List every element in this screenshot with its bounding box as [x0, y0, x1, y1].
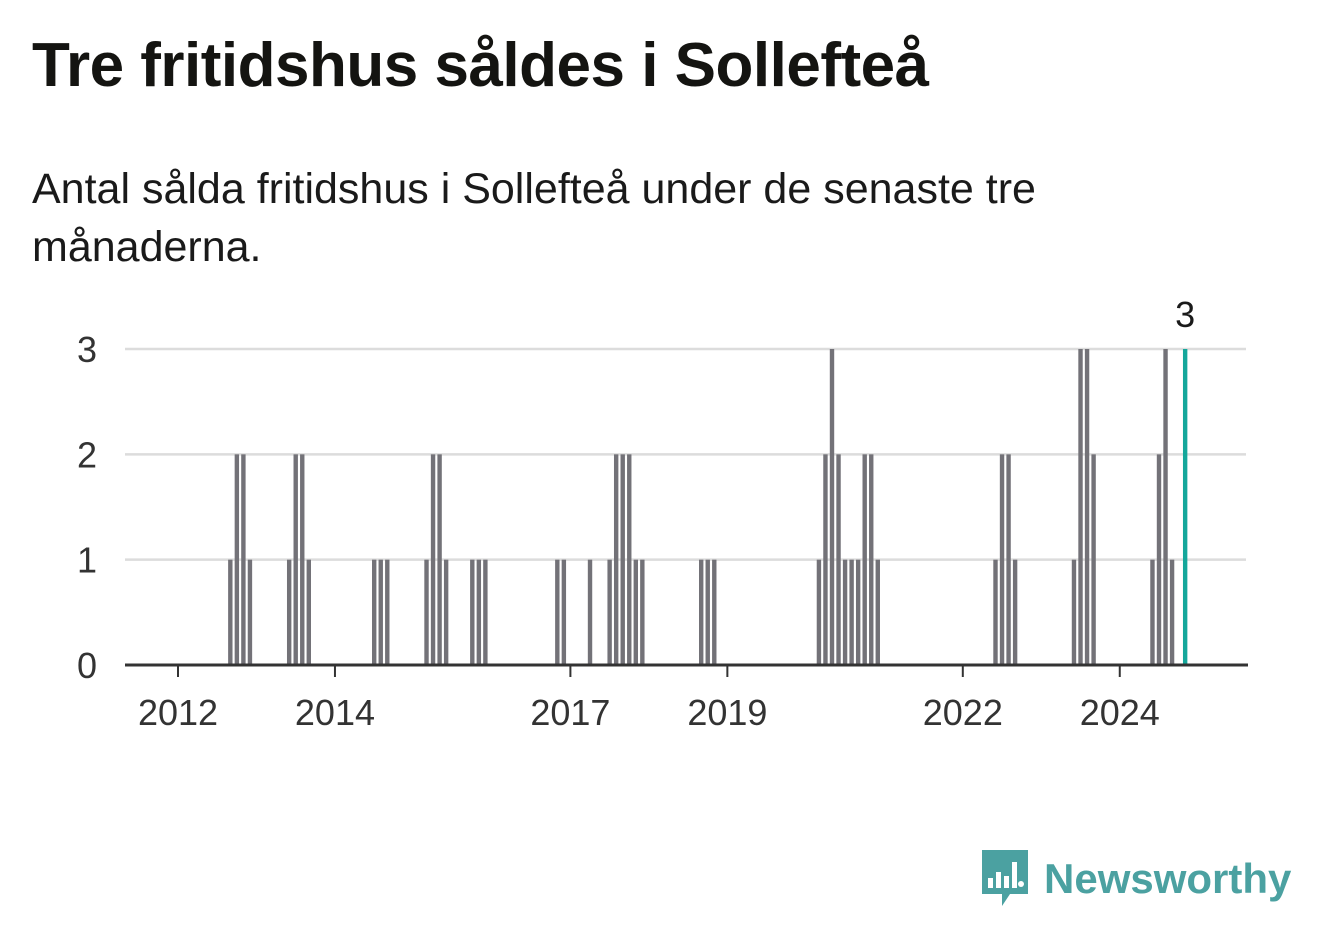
x-tick-label: 2024: [1080, 692, 1160, 733]
bar: [555, 559, 560, 665]
gridlines: [125, 347, 1246, 561]
bar: [1150, 559, 1155, 665]
bars: [228, 349, 1188, 665]
bar: [869, 454, 874, 665]
y-tick-label: 3: [77, 329, 97, 370]
bar: [234, 454, 240, 665]
bar: [816, 559, 822, 665]
bar: [228, 559, 233, 665]
bar: [705, 559, 710, 665]
bar: [627, 454, 632, 665]
bar: [1169, 559, 1175, 665]
bar: [842, 559, 848, 665]
bar: [1071, 559, 1077, 665]
highlight-value-label: 3: [1175, 294, 1195, 335]
bar: [993, 559, 998, 665]
bar: [372, 559, 377, 665]
chart-subtitle: Antal sålda fritidshus i Sollefteå under…: [32, 165, 1036, 271]
newsworthy-logo-icon: [982, 850, 1028, 906]
bar: [300, 454, 305, 665]
bar: [437, 454, 442, 665]
bar: [855, 559, 861, 665]
bar: [378, 559, 383, 665]
bar: [561, 559, 567, 665]
bar: [823, 454, 828, 665]
y-tick-label: 1: [77, 540, 97, 581]
axes: 0 1 2 3 3 2012 2014 2017 2019 2022 2024: [77, 294, 1248, 733]
bar: [1091, 454, 1096, 665]
bar-highlight: [1182, 349, 1188, 665]
bar: [1084, 349, 1090, 665]
x-tick-label: 2014: [295, 692, 375, 733]
bar: [999, 454, 1005, 665]
bar: [306, 559, 311, 665]
bar: [862, 454, 867, 665]
brand-logo: Newsworthy: [980, 848, 1291, 910]
bar: [483, 559, 488, 665]
bar: [1078, 349, 1083, 665]
bar: [829, 349, 835, 665]
bar: [587, 559, 593, 665]
bar: [607, 559, 612, 665]
x-tick-label: 2012: [138, 692, 218, 733]
bar: [699, 559, 704, 665]
bar: [476, 559, 482, 665]
bar: [620, 454, 625, 665]
bar: [286, 559, 292, 665]
bar: [430, 454, 436, 665]
bar: [241, 454, 246, 665]
bar: [875, 559, 880, 665]
bar: [633, 559, 638, 665]
x-tick-label: 2019: [687, 692, 767, 733]
y-tick-label: 0: [77, 645, 97, 686]
bar: [712, 559, 717, 665]
bar: [613, 454, 619, 665]
bar: [293, 454, 298, 665]
x-tick-label: 2022: [923, 692, 1003, 733]
y-tick-label: 2: [77, 434, 97, 475]
bar-chart: 0 1 2 3 3 2012 2014 2017 2019 2022 2024: [77, 294, 1248, 733]
bar: [836, 454, 841, 665]
chart-title: Tre fritidshus såldes i Sollefteå: [32, 31, 929, 100]
x-tick-label: 2017: [530, 692, 610, 733]
bar: [1156, 454, 1162, 665]
bar: [424, 559, 429, 665]
bar: [1163, 349, 1168, 665]
bar: [443, 559, 449, 665]
bar: [1012, 559, 1018, 665]
brand-name: Newsworthy: [1044, 855, 1292, 902]
bar: [470, 559, 475, 665]
bar: [385, 559, 390, 665]
bar: [849, 559, 854, 665]
bar: [247, 559, 253, 665]
bar: [1006, 454, 1011, 665]
bar: [640, 559, 645, 665]
